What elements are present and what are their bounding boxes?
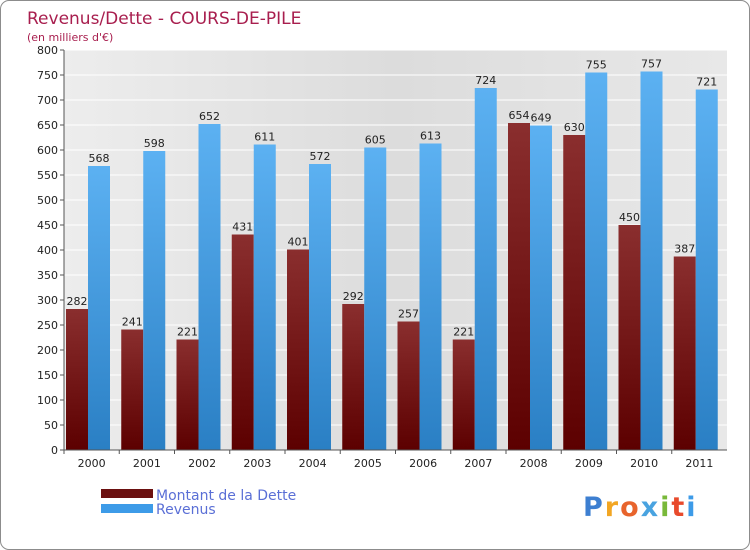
grid-lines xyxy=(64,49,727,426)
value-label-revenue-2005: 605 xyxy=(365,134,386,147)
value-label-debt-2007: 221 xyxy=(453,326,474,339)
bar-revenue-2001 xyxy=(143,151,166,450)
bar-debt-2004 xyxy=(287,249,309,450)
x-tick-label: 2001 xyxy=(133,457,161,470)
value-label-debt-2011: 387 xyxy=(674,243,695,256)
legend: Montant de la Dette Revenus xyxy=(101,488,296,518)
bar-revenue-2006 xyxy=(419,143,442,450)
y-tick-label: 250 xyxy=(37,319,58,332)
proxiti-logo: Proxiti xyxy=(583,492,698,523)
bar-revenue-2010 xyxy=(640,71,663,450)
value-label-revenue-2001: 598 xyxy=(144,137,165,150)
value-label-debt-2001: 241 xyxy=(122,316,143,329)
value-label-revenue-2011: 721 xyxy=(696,76,717,89)
value-label-debt-2010: 450 xyxy=(619,211,640,224)
x-tick-label: 2004 xyxy=(299,457,327,470)
bar-debt-2002 xyxy=(176,339,199,450)
value-label-debt-2000: 282 xyxy=(67,295,88,308)
logo-letter: t xyxy=(671,492,686,523)
value-label-revenue-2004: 572 xyxy=(310,150,331,163)
x-tick-label: 2010 xyxy=(630,457,658,470)
logo-letter: o xyxy=(620,492,641,523)
bar-revenue-2003 xyxy=(253,144,276,450)
x-tick-label: 2000 xyxy=(78,457,106,470)
bar-debt-2000 xyxy=(66,309,88,450)
y-tick-label: 700 xyxy=(37,94,58,107)
bar-debt-2008 xyxy=(508,123,530,450)
value-label-revenue-2000: 568 xyxy=(89,152,110,165)
value-label-debt-2004: 401 xyxy=(288,236,309,249)
logo-letter: i xyxy=(686,492,697,523)
value-label-revenue-2010: 757 xyxy=(641,58,662,71)
x-tick-label: 2008 xyxy=(520,457,548,470)
y-tick-label: 550 xyxy=(37,169,58,182)
value-label-debt-2003: 431 xyxy=(232,221,253,234)
bar-debt-2006 xyxy=(397,321,420,450)
y-tick-label: 0 xyxy=(51,444,58,457)
x-tick-label: 2005 xyxy=(354,457,382,470)
y-tick-label: 100 xyxy=(37,394,58,407)
bar-debt-2007 xyxy=(452,339,475,450)
bar-revenue-2009 xyxy=(585,72,608,450)
legend-swatch-debt xyxy=(101,489,153,498)
value-label-debt-2008: 654 xyxy=(509,109,530,122)
value-label-revenue-2009: 755 xyxy=(586,59,607,72)
value-label-revenue-2008: 649 xyxy=(531,112,552,125)
bar-debt-2011 xyxy=(673,256,696,450)
bar-revenue-2002 xyxy=(198,124,221,450)
y-tick-label: 750 xyxy=(37,69,58,82)
y-tick-label: 600 xyxy=(37,144,58,157)
value-label-revenue-2003: 611 xyxy=(254,131,275,144)
logo-letter: P xyxy=(583,492,605,523)
bar-revenue-2005 xyxy=(364,147,387,450)
value-label-revenue-2007: 724 xyxy=(475,74,496,87)
chart-subtitle: (en milliers d'€) xyxy=(27,31,113,44)
bar-revenue-2004 xyxy=(309,164,331,450)
value-label-revenue-2002: 652 xyxy=(199,110,220,123)
value-label-debt-2005: 292 xyxy=(343,290,364,303)
bar-revenue-2007 xyxy=(474,88,497,450)
legend-label-debt: Montant de la Dette xyxy=(156,488,296,504)
legend-swatch-revenue xyxy=(101,504,153,513)
bar-revenue-2000 xyxy=(88,166,110,450)
y-tick-label: 50 xyxy=(44,419,58,432)
y-tick-label: 450 xyxy=(37,219,58,232)
y-tick-label: 350 xyxy=(37,269,58,282)
bar-debt-2003 xyxy=(231,234,254,450)
logo-letter: i xyxy=(660,492,671,523)
logo-letter: r xyxy=(605,492,620,523)
value-label-debt-2006: 257 xyxy=(398,308,419,321)
value-label-revenue-2006: 613 xyxy=(420,130,441,143)
logo-letter: x xyxy=(641,492,660,523)
y-tick-label: 650 xyxy=(37,119,58,132)
x-tick-label: 2009 xyxy=(575,457,603,470)
bars xyxy=(66,71,718,450)
bar-debt-2009 xyxy=(563,135,586,450)
y-tick-label: 150 xyxy=(37,369,58,382)
bar-debt-2001 xyxy=(121,329,144,450)
y-tick-label: 300 xyxy=(37,294,58,307)
bar-debt-2005 xyxy=(342,304,365,450)
bar-debt-2010 xyxy=(618,225,641,450)
y-axis-ticks: 0 50 100 150 200 250 300 350 400 450 500 550 600 650 7… xyxy=(37,44,64,457)
bar-revenue-2008 xyxy=(530,125,552,450)
bar-revenue-2011 xyxy=(695,89,718,450)
value-label-debt-2002: 221 xyxy=(177,326,198,339)
legend-label-revenue: Revenus xyxy=(156,502,216,518)
x-tick-label: 2002 xyxy=(188,457,216,470)
y-tick-label: 500 xyxy=(37,194,58,207)
x-tick-label: 2006 xyxy=(409,457,437,470)
y-tick-label: 400 xyxy=(37,244,58,257)
x-tick-label: 2007 xyxy=(464,457,492,470)
y-tick-label: 200 xyxy=(37,344,58,357)
x-tick-label: 2003 xyxy=(243,457,271,470)
value-label-debt-2009: 630 xyxy=(564,121,585,134)
x-axis-ticks: 2000 2001 2002 2003 2004 2005 2006 2007 2008 2009… xyxy=(63,450,713,470)
x-tick-label: 2011 xyxy=(685,457,713,470)
y-tick-label: 800 xyxy=(37,44,58,57)
value-labels: 282 568 241 598 221 652 431 611 401 572 292 605 257 6… xyxy=(67,58,718,339)
chart-title: Revenus/Dette - COURS-DE-PILE xyxy=(27,9,301,29)
